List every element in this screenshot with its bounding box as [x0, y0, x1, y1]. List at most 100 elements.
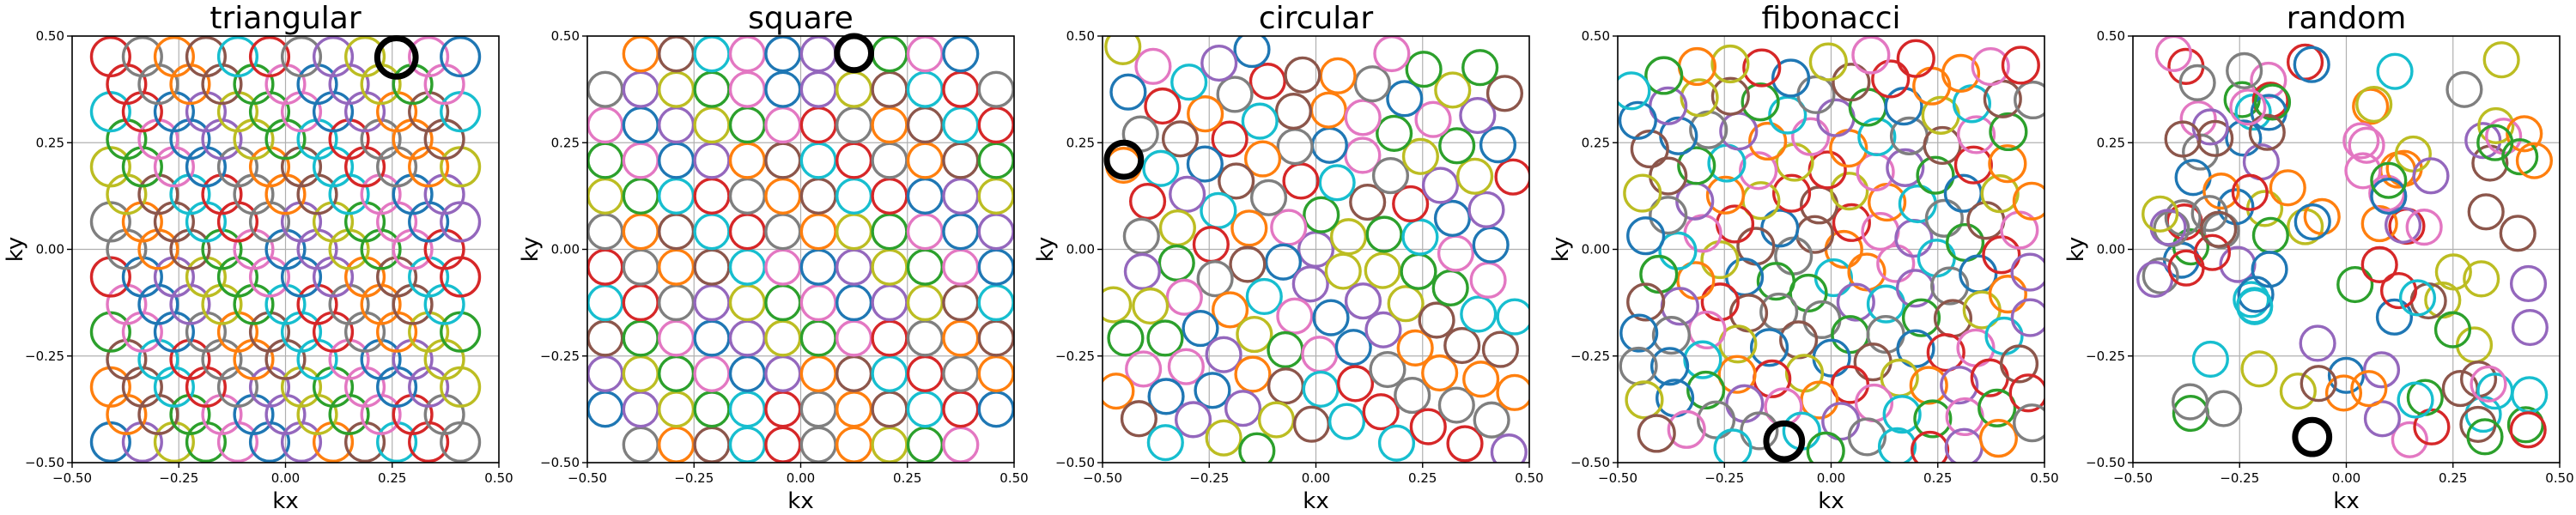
data-point	[728, 36, 766, 73]
data-point	[2279, 373, 2317, 410]
data-point	[1756, 262, 1795, 301]
data-point	[1318, 164, 1356, 202]
data-point	[2142, 195, 2179, 233]
panel-random: −0.50 −0.25 0.00 0.25 0.50 −0.50 −0.25 0.00 0.25…	[2063, 1, 2574, 514]
data-point	[2506, 406, 2545, 444]
data-point	[2300, 365, 2337, 403]
y-tick-label: 0.50	[1066, 28, 1095, 44]
data-point	[2269, 169, 2306, 207]
data-point	[1941, 53, 1981, 93]
data-point	[764, 213, 802, 251]
data-point	[587, 177, 624, 215]
data-point	[1700, 239, 1740, 280]
data-point	[799, 106, 837, 144]
panel-circular: −0.50 −0.25 0.00 0.25 0.50 −0.50 −0.25 0.00 0.25…	[1033, 1, 1544, 514]
data-point	[1128, 182, 1167, 221]
data-point	[440, 36, 482, 78]
data-point	[2336, 265, 2374, 304]
data-point	[1999, 344, 2039, 384]
data-point	[977, 106, 1014, 144]
data-point	[1270, 209, 1308, 246]
data-point	[1796, 75, 1836, 114]
panel-title: triangular	[210, 1, 361, 36]
data-point	[2384, 206, 2422, 244]
y-tick-label: −0.25	[1571, 348, 1610, 364]
data-point	[1211, 291, 1249, 329]
data-point	[764, 142, 802, 179]
data-point	[587, 319, 624, 357]
data-point	[2236, 288, 2274, 325]
data-point	[1481, 330, 1520, 368]
data-point	[1626, 216, 1666, 256]
data-point	[2226, 52, 2263, 89]
data-point	[1760, 209, 1800, 248]
data-point	[835, 248, 873, 286]
data-point	[1284, 56, 1321, 94]
panel-title: fibonacci	[1761, 1, 1900, 36]
data-point	[2509, 411, 2547, 449]
data-point	[906, 284, 944, 322]
data-point	[977, 142, 1014, 179]
data-point	[1344, 99, 1382, 136]
data-point	[2344, 152, 2382, 190]
data-point	[871, 213, 908, 251]
x-axis-label: kx	[272, 488, 298, 514]
data-point	[1431, 269, 1469, 307]
data-point	[2466, 418, 2504, 456]
data-point	[942, 319, 980, 357]
x-tick-label: 0.00	[271, 470, 300, 486]
data-point	[1913, 399, 1953, 439]
data-point	[2412, 157, 2450, 195]
data-point	[977, 354, 1014, 392]
data-point	[1418, 301, 1455, 339]
data-point	[728, 391, 766, 428]
x-tick-label: 0.00	[1302, 470, 1330, 486]
data-point	[1940, 366, 1979, 405]
data-point	[1713, 428, 1753, 463]
data-point	[1866, 284, 1906, 324]
y-tick-label: 0.00	[1066, 242, 1095, 258]
y-tick-label: 0.50	[2097, 28, 2125, 44]
data-point	[1816, 98, 1856, 137]
data-point	[1438, 127, 1476, 165]
data-point	[2233, 281, 2270, 318]
y-tick-label: −0.50	[540, 455, 580, 470]
data-point	[1387, 285, 1425, 323]
data-point	[622, 213, 659, 251]
data-point	[942, 354, 980, 392]
panel-title: random	[2287, 1, 2407, 36]
data-point	[2459, 405, 2497, 443]
data-point	[1310, 126, 1348, 164]
data-point	[2368, 174, 2406, 212]
data-point	[2240, 350, 2278, 388]
data-point	[1229, 245, 1267, 283]
data-point	[1205, 336, 1242, 373]
data-point	[2293, 203, 2331, 241]
data-point	[693, 70, 731, 108]
y-tick-label: −0.25	[1055, 348, 1095, 364]
x-tick-label: −0.25	[1704, 470, 1744, 486]
data-point	[1107, 319, 1145, 357]
data-point	[2445, 70, 2483, 108]
x-tick-label: −0.25	[2220, 470, 2259, 486]
data-point	[906, 177, 944, 215]
data-point	[906, 391, 944, 428]
data-point	[658, 391, 696, 428]
data-point	[2231, 173, 2269, 211]
data-point	[728, 70, 766, 108]
data-point	[1376, 114, 1413, 152]
data-point	[1377, 424, 1416, 462]
x-tick-label: 0.00	[2332, 470, 2360, 486]
data-point	[1312, 299, 1350, 336]
data-point	[2515, 142, 2554, 179]
data-point	[1264, 243, 1303, 281]
data-point	[1364, 251, 1401, 289]
data-point	[1680, 78, 1719, 118]
data-point	[942, 213, 980, 251]
data-point	[2464, 122, 2502, 160]
data-point	[1832, 63, 1871, 102]
data-point	[1926, 333, 1965, 373]
data-point	[1437, 234, 1475, 272]
data-point	[728, 213, 766, 251]
data-point	[799, 284, 837, 322]
